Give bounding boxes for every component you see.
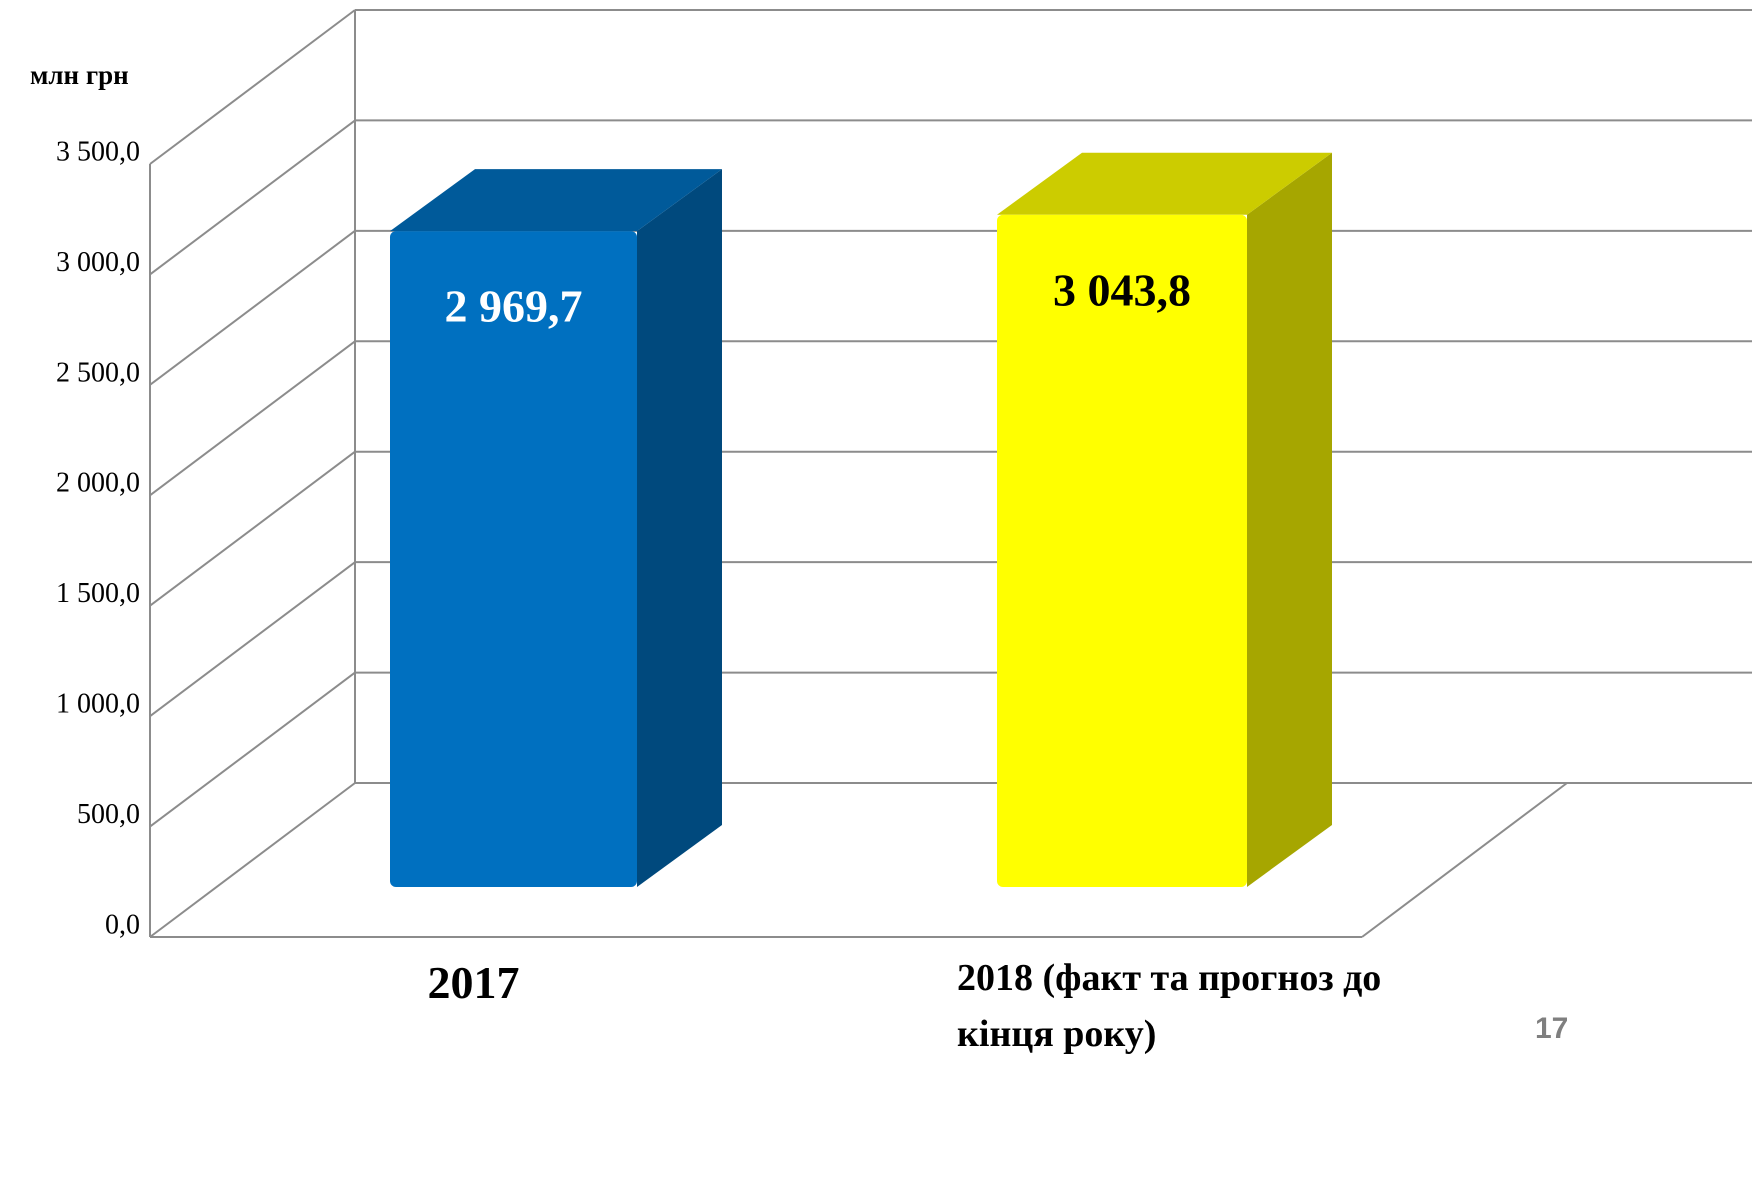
y-tick-label: 0,0 (105, 909, 140, 940)
grid-line (149, 230, 356, 386)
grid-line (149, 9, 356, 165)
page-number: 17 (1535, 1012, 1568, 1045)
value-label: 3 043,8 (1053, 264, 1191, 315)
y-tick-label: 3 500,0 (56, 136, 140, 167)
grid-line (149, 340, 356, 497)
x-tick-label: 2018 (факт та прогноз до кінця року) (957, 957, 1382, 1055)
bar-top (997, 152, 1332, 215)
y-tick-label: 1 500,0 (56, 578, 140, 609)
floor-edge (1361, 782, 1568, 938)
bar (997, 214, 1247, 887)
value-label: 2 969,7 (445, 281, 583, 332)
x-tick-label: 2017 (427, 957, 520, 1008)
y-tick-label: 1 000,0 (56, 689, 140, 720)
grid-line (149, 782, 356, 938)
bar-side (1247, 152, 1332, 887)
grid-line (149, 450, 356, 607)
bar-top (390, 169, 722, 232)
y-tick-label: 500,0 (77, 799, 140, 830)
grid-line (149, 561, 356, 717)
bar (390, 231, 637, 887)
y-tick-label: 3 000,0 (56, 247, 140, 278)
y-tick-label: 2 500,0 (56, 357, 140, 388)
grid-line (149, 119, 356, 276)
bar-side (637, 169, 722, 887)
grid-line (149, 671, 356, 828)
y-axis-label: млн грн (30, 60, 129, 90)
y-tick-label: 2 000,0 (56, 468, 140, 499)
